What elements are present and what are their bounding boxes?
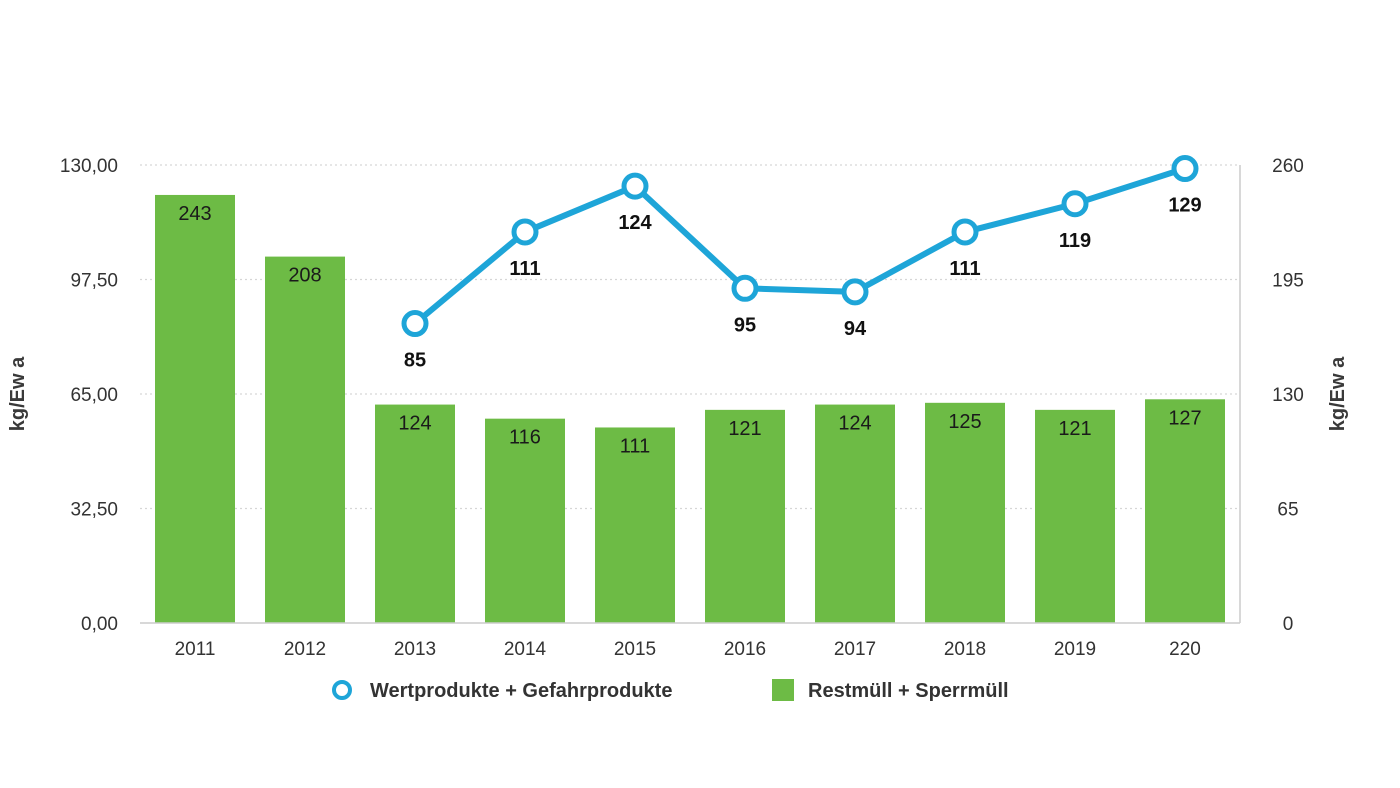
bar	[815, 404, 895, 623]
bar	[375, 404, 455, 623]
bar	[1145, 399, 1225, 623]
bar-series	[155, 194, 1225, 623]
bar-value-label: 127	[1168, 407, 1201, 429]
bar	[595, 427, 675, 623]
bar-value-label: 208	[288, 265, 321, 287]
bar	[155, 194, 235, 623]
line-value-label: 119	[1059, 230, 1091, 252]
x-tick-label: 2018	[944, 639, 986, 660]
axes	[140, 165, 1241, 624]
line-value-label: 129	[1168, 195, 1201, 217]
bar-value-label: 121	[1058, 418, 1091, 440]
line-value-label: 124	[618, 212, 652, 234]
right-axis-ticks: 0 65 130 195 260	[1272, 156, 1304, 635]
y-tick-left-label: 130,00	[60, 156, 118, 177]
left-axis-ticks: 0,00 32,50 65,00 97,50 130,00	[60, 156, 118, 635]
line-point	[951, 218, 979, 246]
line-value-label: 111	[509, 258, 540, 280]
y-axis-left-title: kg/Ew a	[7, 356, 29, 431]
bar-value-label: 124	[838, 413, 871, 435]
line-point	[1061, 190, 1089, 218]
y-tick-right-label: 130	[1272, 385, 1304, 406]
line-value-label: 111	[949, 258, 980, 280]
y-tick-left-label: 0,00	[81, 614, 118, 635]
line-value-label: 95	[734, 314, 756, 336]
x-tick-label: 2012	[284, 639, 326, 660]
x-tick-label: 2015	[614, 639, 656, 660]
line-value-label: 85	[404, 350, 426, 372]
bar	[705, 409, 785, 623]
bar-value-label: 124	[398, 413, 431, 435]
bar-value-label: 243	[178, 203, 211, 225]
bar	[1035, 409, 1115, 623]
y-tick-left-label: 97,50	[70, 271, 118, 292]
x-tick-label: 2019	[1054, 639, 1096, 660]
line-point	[841, 278, 869, 306]
x-tick-label: 2014	[504, 639, 547, 660]
line-point	[1171, 155, 1199, 183]
legend-line-marker	[332, 680, 352, 700]
x-axis-ticks: 2011 2012 2013 2014 2015 2016 2017 2018 2019 220	[175, 639, 1201, 660]
series-line	[413, 165, 1186, 326]
line-value-label: 94	[844, 318, 867, 340]
y-tick-right-label: 65	[1277, 500, 1298, 521]
bar	[925, 402, 1005, 623]
legend-bar-marker	[772, 679, 794, 701]
bar-value-label: 116	[509, 427, 541, 449]
y-tick-left-label: 65,00	[70, 385, 118, 406]
legend-label-line: Wertprodukte + Gefahrprodukte	[370, 680, 672, 702]
bar-value-label: 125	[948, 411, 981, 433]
bar-data-labels: 243 208 124 116 111 121 124 125 121 127	[178, 203, 1201, 458]
x-tick-label: 2011	[175, 639, 216, 660]
legend-label-bar: Restmüll + Sperrmüll	[808, 680, 1009, 702]
y-tick-right-label: 260	[1272, 156, 1304, 177]
line-data-labels: 85 111 124 95 94 111 119 129	[404, 195, 1202, 372]
bar-value-label: 111	[620, 435, 650, 457]
bar	[485, 418, 565, 623]
bar	[265, 256, 345, 623]
y-axis-right-title: kg/Ew a	[1327, 356, 1349, 431]
x-tick-label: 220	[1169, 639, 1201, 660]
x-tick-label: 2017	[834, 639, 876, 660]
x-tick-label: 2013	[394, 639, 436, 660]
line-point	[511, 218, 539, 246]
y-tick-left-label: 32,50	[70, 500, 118, 521]
y-tick-right-label: 0	[1283, 614, 1294, 635]
y-tick-right-label: 195	[1272, 271, 1304, 292]
x-tick-label: 2016	[724, 639, 766, 660]
bar-value-label: 121	[728, 418, 761, 440]
legend: Wertprodukte + Gefahrprodukte Restmüll +…	[332, 679, 1009, 702]
line-point	[401, 310, 429, 338]
line-series	[401, 155, 1199, 338]
line-point	[621, 172, 649, 200]
line-point	[731, 274, 759, 302]
